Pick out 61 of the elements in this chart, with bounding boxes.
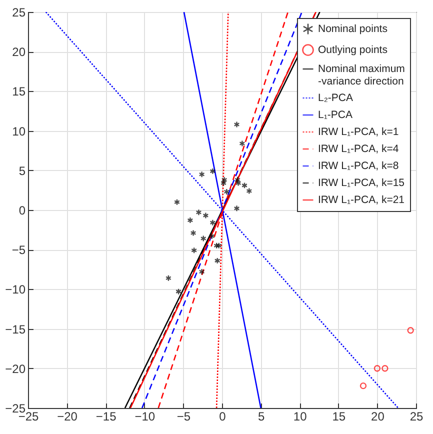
legend-label: Outlying points (318, 44, 388, 56)
point (190, 230, 196, 236)
y-tick-label: 20 (12, 45, 26, 60)
point (234, 205, 240, 212)
point (196, 209, 202, 216)
legend-label: IRW L₁-PCA, k=15 (318, 177, 405, 189)
y-tick-label: −10 (5, 282, 26, 297)
point (198, 171, 205, 178)
x-tick-label: 25 (410, 410, 424, 424)
point (242, 182, 248, 189)
point (176, 288, 182, 295)
point (407, 327, 414, 334)
legend-label: IRW L₁-PCA, k=1 (318, 126, 399, 138)
point (220, 180, 227, 186)
point (174, 198, 180, 206)
point (239, 140, 246, 147)
legend-label: IRW L₁-PCA, k=8 (318, 160, 399, 172)
point (224, 188, 230, 196)
point (234, 176, 241, 184)
y-tick-label: 10 (12, 124, 26, 138)
x-tick-label: −20 (57, 410, 78, 424)
y-tick-label: 0 (18, 204, 26, 218)
legend-label: IRW L₁-PCA, k=21 (318, 194, 405, 206)
point (234, 121, 240, 128)
point (235, 180, 242, 186)
point (187, 216, 194, 224)
point (360, 382, 367, 390)
point (165, 274, 172, 282)
y-tick-label: −15 (5, 322, 26, 336)
point (374, 365, 381, 372)
y-tick-label: 15 (12, 84, 26, 99)
point (246, 188, 252, 194)
point (214, 242, 220, 249)
y-tick-label: −5 (12, 243, 26, 258)
y-tick-label: 5 (18, 164, 26, 178)
legend-label: Nominal maximum -variance direction (318, 63, 406, 88)
legend-label: L₁-PCA (318, 109, 352, 121)
point (216, 242, 222, 249)
point (221, 176, 228, 184)
y-tick-label: −20 (5, 362, 26, 376)
point (210, 219, 216, 226)
point (210, 168, 216, 175)
x-tick-label: −10 (134, 410, 156, 424)
point (202, 212, 209, 219)
y-tick-label: 25 (12, 6, 26, 20)
x-tick-label: −15 (96, 410, 117, 424)
x-tick-label: 20 (371, 410, 385, 424)
x-tick-label: 0 (219, 410, 226, 424)
point (214, 257, 220, 264)
x-tick-label: 15 (332, 410, 346, 424)
x-tick-label: 5 (258, 410, 265, 424)
point (200, 235, 206, 242)
point (208, 232, 215, 240)
x-tick-label: 10 (293, 410, 308, 424)
legend-label: Nominal points (318, 23, 388, 35)
point (191, 247, 198, 254)
point (198, 268, 205, 276)
x-tick-label: −5 (176, 410, 191, 424)
point (382, 365, 388, 372)
legend-label: L₂-PCA (318, 92, 354, 104)
legend-label: IRW L₁-PCA, k=4 (318, 143, 399, 155)
